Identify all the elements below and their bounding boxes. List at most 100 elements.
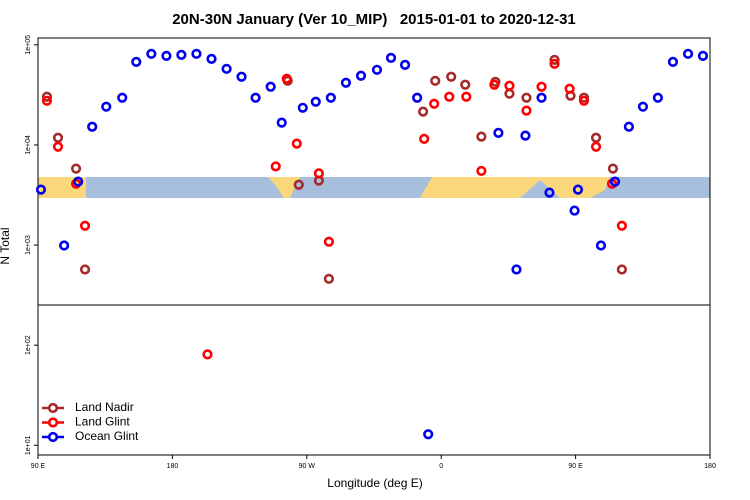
point: [385, 52, 397, 63]
point: [476, 165, 487, 177]
legend-label: Ocean Glint: [75, 429, 139, 443]
point: [460, 79, 471, 90]
point: [536, 81, 547, 92]
point: [590, 132, 602, 143]
point: [549, 58, 560, 69]
point: [595, 240, 607, 251]
point: [310, 96, 321, 107]
map-strip: [38, 177, 710, 198]
point: [191, 48, 202, 59]
point: [371, 64, 383, 75]
point: [697, 50, 709, 61]
point: [572, 184, 584, 195]
point: [236, 71, 247, 82]
point: [564, 83, 575, 94]
point: [101, 101, 112, 112]
point: [117, 92, 128, 103]
point: [313, 168, 324, 179]
point: [476, 131, 487, 142]
point: [340, 77, 352, 88]
legend-label: Land Glint: [75, 415, 130, 429]
point: [161, 50, 172, 61]
y-tick-label: 1e+05: [25, 35, 32, 55]
point: [511, 264, 522, 275]
point: [276, 117, 287, 128]
point: [325, 92, 336, 103]
point: [520, 130, 531, 141]
chart-title: 20N-30N January (Ver 10_MIP) 2015-01-01 …: [172, 11, 576, 28]
point: [489, 79, 500, 90]
point: [418, 106, 429, 117]
y-tick-label: 1e+02: [25, 335, 32, 355]
point: [609, 176, 621, 187]
x-tick-label: 180: [167, 463, 179, 470]
point: [607, 163, 619, 174]
point: [578, 95, 590, 106]
point: [87, 121, 98, 132]
point: [616, 220, 627, 231]
point: [682, 48, 694, 59]
point: [202, 349, 213, 360]
point: [590, 141, 602, 152]
point: [521, 92, 532, 103]
point: [493, 127, 504, 138]
point: [73, 176, 84, 187]
point: [569, 205, 580, 216]
point: [41, 95, 53, 106]
point: [146, 48, 157, 59]
point: [206, 53, 217, 64]
point: [59, 240, 70, 251]
point: [79, 220, 91, 231]
y-tick-label: 1e+04: [25, 135, 32, 155]
point: [291, 138, 302, 149]
legend-marker: [47, 402, 59, 414]
point: [623, 121, 635, 132]
point: [549, 54, 560, 65]
plot-frame: [37, 37, 711, 456]
point: [176, 49, 187, 60]
point: [536, 92, 547, 103]
point: [419, 133, 430, 144]
legend-marker: [47, 431, 59, 443]
point: [444, 91, 455, 102]
y-axis-label: N Total: [0, 227, 12, 264]
point: [423, 429, 434, 440]
y-tick-label: 1e+03: [25, 235, 32, 255]
point: [461, 91, 472, 102]
point: [399, 59, 411, 70]
point: [52, 141, 64, 152]
x-tick-label: 0: [439, 463, 443, 470]
point: [412, 92, 423, 103]
point: [323, 236, 335, 247]
point: [446, 71, 457, 82]
point: [297, 102, 308, 113]
point: [79, 264, 91, 275]
x-tick-label: 90 E: [31, 463, 46, 470]
point: [35, 184, 47, 195]
point: [250, 92, 261, 103]
x-tick-label: 180: [704, 463, 716, 470]
legend-label: Land Nadir: [75, 400, 134, 414]
point: [41, 91, 53, 102]
point: [355, 70, 367, 81]
point: [521, 105, 532, 116]
point: [70, 163, 82, 174]
point: [667, 56, 679, 67]
point: [281, 73, 292, 84]
x-axis-label: Longitude (deg E): [327, 476, 422, 490]
point: [221, 63, 232, 74]
x-tick-label: 90 W: [299, 463, 316, 470]
point: [131, 56, 142, 67]
point: [637, 101, 649, 112]
point: [652, 92, 663, 103]
point: [429, 98, 440, 109]
point: [430, 75, 441, 86]
legend-marker: [47, 417, 59, 428]
point: [616, 264, 627, 275]
point: [504, 80, 515, 91]
point: [293, 179, 304, 190]
point: [323, 273, 335, 284]
point: [504, 88, 515, 99]
point: [270, 161, 281, 172]
